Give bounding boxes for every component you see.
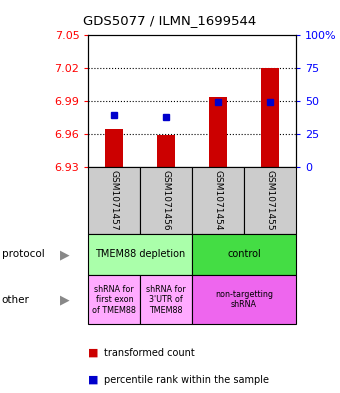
Text: GDS5077 / ILMN_1699544: GDS5077 / ILMN_1699544 xyxy=(83,14,257,27)
Text: protocol: protocol xyxy=(2,250,45,259)
Bar xyxy=(157,135,175,167)
Bar xyxy=(244,167,296,234)
Bar xyxy=(88,167,140,234)
Text: ■: ■ xyxy=(88,348,99,358)
Bar xyxy=(192,275,296,324)
Bar xyxy=(140,275,192,324)
Text: other: other xyxy=(2,295,30,305)
Text: ▶: ▶ xyxy=(60,293,69,306)
Text: GSM1071454: GSM1071454 xyxy=(214,170,222,231)
Text: control: control xyxy=(227,250,261,259)
Bar xyxy=(192,167,244,234)
Bar xyxy=(88,275,140,324)
Bar xyxy=(105,129,123,167)
Bar xyxy=(192,234,296,275)
Bar xyxy=(261,68,279,167)
Text: ■: ■ xyxy=(88,375,99,385)
Text: shRNA for
first exon
of TMEM88: shRNA for first exon of TMEM88 xyxy=(92,285,136,314)
Bar xyxy=(209,97,227,167)
Text: GSM1071455: GSM1071455 xyxy=(266,170,274,231)
Text: percentile rank within the sample: percentile rank within the sample xyxy=(104,375,269,385)
Text: non-targetting
shRNA: non-targetting shRNA xyxy=(215,290,273,309)
Bar xyxy=(88,234,192,275)
Text: GSM1071456: GSM1071456 xyxy=(162,170,171,231)
Text: GSM1071457: GSM1071457 xyxy=(110,170,119,231)
Bar xyxy=(140,167,192,234)
Text: shRNA for
3'UTR of
TMEM88: shRNA for 3'UTR of TMEM88 xyxy=(146,285,186,314)
Text: TMEM88 depletion: TMEM88 depletion xyxy=(95,250,185,259)
Text: ▶: ▶ xyxy=(60,248,69,261)
Text: transformed count: transformed count xyxy=(104,348,194,358)
